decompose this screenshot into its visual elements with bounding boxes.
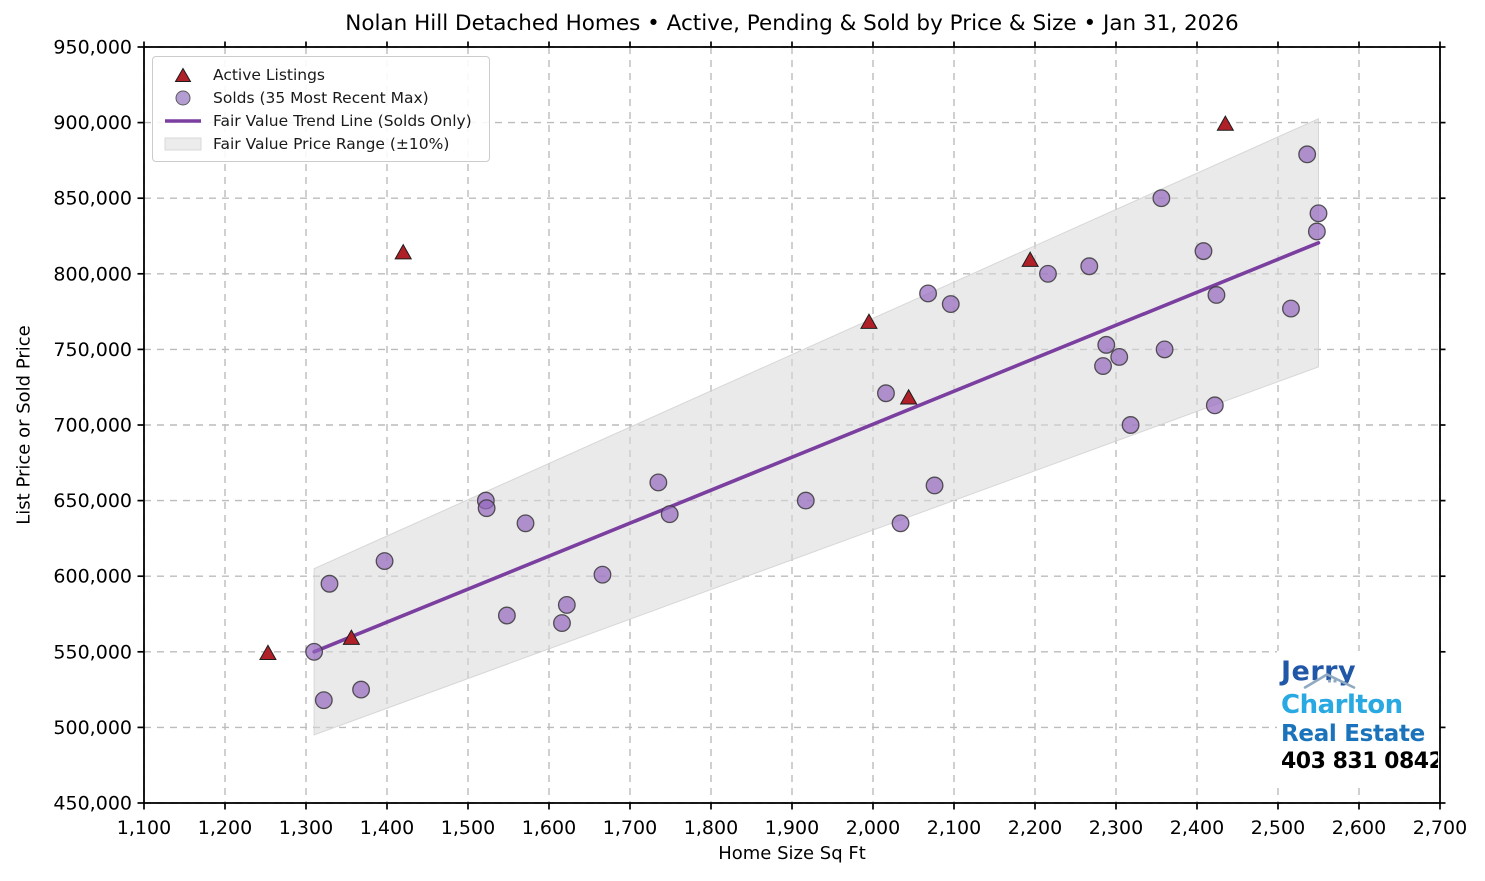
x-tick-label: 1,300 — [279, 817, 333, 839]
sold-point — [557, 595, 576, 614]
y-tick-label: 800,000 — [53, 263, 132, 285]
legend-label: Fair Value Price Range (±10%) — [213, 134, 450, 153]
sold-point — [1110, 348, 1129, 366]
active-listing-point — [1021, 251, 1039, 267]
house-roof-icon — [1303, 673, 1356, 689]
x-tick-label: 2,700 — [1413, 817, 1467, 839]
trend-line-icon — [165, 119, 201, 123]
x-tick-label: 2,100 — [927, 817, 981, 839]
y-tick-label: 650,000 — [53, 490, 132, 512]
legend-label: Active Listings — [213, 66, 326, 85]
y-tick-label: 900,000 — [53, 112, 132, 134]
logo-charlton-text: Charlton — [1281, 690, 1403, 720]
active-listing-point — [899, 388, 918, 405]
y-axis-label: List Price or Sold Price — [13, 325, 35, 525]
x-axis-label: Home Size Sq Ft — [718, 843, 866, 864]
x-tick-label: 1,800 — [684, 817, 738, 839]
x-tick-label: 2,300 — [1089, 817, 1143, 839]
active-listing-point — [394, 243, 413, 260]
active-listing-point — [259, 644, 277, 661]
sold-point — [375, 552, 394, 571]
sold-point — [1152, 189, 1171, 208]
x-tick-label: 1,900 — [765, 817, 819, 839]
brand-logo: Jerry Charlton Real Estate 403 831 0842 — [1277, 651, 1438, 782]
legend: Active Listings Solds (35 Most Recent Ma… — [152, 56, 490, 162]
y-tick-label: 700,000 — [53, 415, 132, 437]
legend-item-solds: Solds (35 Most Recent Max) — [161, 87, 479, 110]
x-tick-label: 1,700 — [603, 817, 657, 839]
sold-point — [516, 514, 535, 533]
sold-point — [925, 476, 944, 495]
logo-real-estate-text: Real Estate — [1281, 721, 1425, 747]
active-listings-triangle-icon — [174, 67, 192, 83]
sold-point — [1097, 335, 1116, 354]
legend-item-price-range: Fair Value Price Range (±10%) — [161, 132, 479, 155]
x-tick-label: 2,600 — [1332, 817, 1386, 839]
solds-circle-icon — [175, 90, 191, 106]
y-tick-label: 500,000 — [53, 717, 132, 739]
legend-item-trend-line: Fair Value Trend Line (Solds Only) — [161, 110, 479, 133]
sold-point — [1039, 264, 1057, 283]
sold-point — [919, 284, 938, 303]
sold-point — [1121, 416, 1140, 434]
sold-point — [1307, 222, 1326, 241]
chart-title: Nolan Hill Detached Homes • Active, Pend… — [345, 11, 1239, 36]
price-range-patch-icon — [164, 137, 202, 151]
x-tick-label: 2,000 — [846, 817, 900, 839]
sold-point — [305, 642, 324, 661]
y-tick-label: 550,000 — [53, 641, 132, 663]
y-tick-label: 950,000 — [53, 37, 132, 59]
legend-label: Fair Value Trend Line (Solds Only) — [213, 111, 472, 130]
sold-point — [352, 680, 371, 699]
x-tick-label: 1,500 — [441, 817, 495, 839]
sold-point — [497, 606, 516, 625]
sold-point — [553, 614, 571, 633]
sold-point — [1282, 299, 1300, 318]
sold-point — [1309, 204, 1328, 223]
sold-point — [1207, 286, 1226, 304]
y-tick-label: 850,000 — [53, 188, 132, 210]
sold-point — [1155, 340, 1174, 359]
sold-point — [314, 691, 333, 710]
x-tick-label: 1,100 — [117, 817, 171, 839]
legend-item-active-listings: Active Listings — [161, 64, 479, 87]
x-tick-label: 1,600 — [522, 817, 576, 839]
sold-point — [1298, 145, 1317, 164]
sold-point — [660, 505, 679, 524]
x-tick-label: 2,400 — [1170, 817, 1224, 839]
sold-point — [320, 574, 339, 593]
sold-point — [477, 499, 496, 518]
sold-point — [796, 491, 815, 510]
sold-point — [649, 473, 668, 492]
sold-point — [593, 565, 612, 584]
sold-point — [1080, 257, 1099, 276]
y-tick-label: 600,000 — [53, 566, 132, 588]
logo-phone-number: 403 831 0842 — [1281, 749, 1438, 774]
sold-point — [1094, 357, 1112, 375]
y-tick-label: 450,000 — [53, 793, 132, 815]
active-listing-point — [860, 313, 878, 329]
x-tick-label: 2,200 — [1008, 817, 1062, 839]
sold-point — [1194, 242, 1213, 261]
x-tick-label: 2,500 — [1251, 817, 1305, 839]
fair-value-trend-line — [312, 241, 1321, 654]
y-tick-label: 750,000 — [53, 339, 132, 361]
sold-point — [1205, 396, 1224, 415]
sold-point — [891, 514, 910, 533]
fair-value-band — [313, 117, 1319, 736]
active-listing-point — [1216, 115, 1235, 131]
x-tick-label: 1,200 — [198, 817, 252, 839]
active-listing-point — [342, 629, 361, 645]
sold-point — [877, 384, 895, 403]
x-tick-label: 1,400 — [360, 817, 414, 839]
sold-point — [941, 295, 960, 313]
legend-label: Solds (35 Most Recent Max) — [213, 89, 429, 108]
